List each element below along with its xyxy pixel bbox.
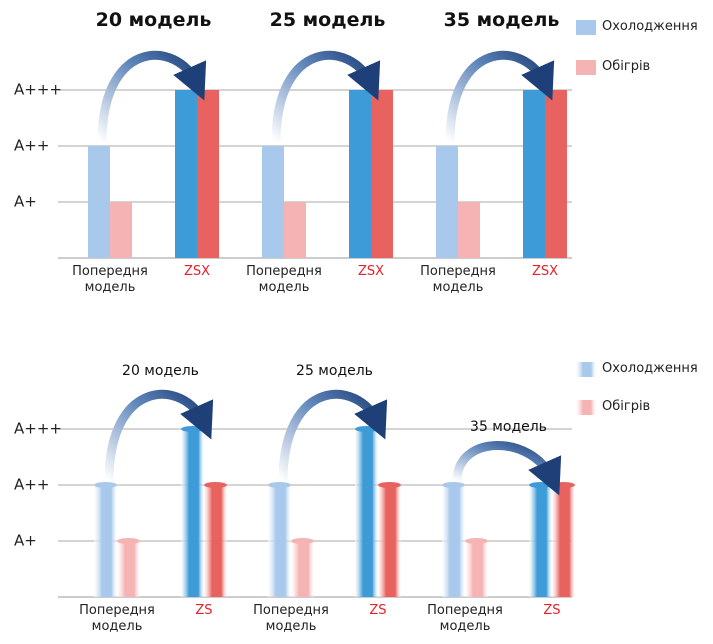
bar — [442, 485, 465, 597]
bar — [110, 202, 132, 258]
bar-cap — [529, 482, 552, 488]
x-tick-label: ZS — [369, 603, 387, 618]
bar-cap — [94, 482, 117, 488]
bar — [284, 202, 306, 258]
y-tick-label: A+++ — [14, 420, 62, 438]
group-label: 35 модель — [470, 419, 547, 435]
group-arrow — [452, 441, 562, 496]
group-arrow — [445, 50, 555, 143]
bar — [545, 90, 567, 258]
group-arrow — [271, 50, 381, 143]
bar — [88, 146, 110, 258]
bar-cap — [291, 538, 314, 544]
bar — [197, 90, 219, 258]
bar — [181, 429, 204, 597]
x-tick-label: Попередня модель — [420, 264, 496, 296]
bar — [436, 146, 458, 258]
bar — [175, 90, 197, 258]
x-tick-label: ZSX — [531, 264, 559, 279]
legend-label: Охолодження — [602, 19, 698, 34]
x-tick-label: Попередня модель — [72, 264, 148, 296]
bar — [117, 541, 140, 597]
group-label: 20 модель — [95, 9, 212, 31]
bar-cap — [204, 482, 227, 488]
bar-cap — [465, 538, 488, 544]
bar — [262, 146, 284, 258]
y-tick-label: A+ — [14, 193, 37, 211]
x-tick-label: ZS — [543, 603, 561, 618]
bar — [371, 90, 393, 258]
group-label: 20 модель — [122, 363, 199, 379]
y-tick-label: A+ — [14, 532, 37, 550]
group-label: 35 модель — [443, 9, 560, 31]
bar-cap — [181, 426, 204, 432]
x-tick-label: ZS — [195, 603, 213, 618]
bar — [349, 90, 371, 258]
x-tick-label: ZSX — [357, 264, 385, 279]
group-arrow — [278, 389, 388, 482]
bar — [523, 90, 545, 258]
y-tick-label: A++ — [14, 476, 49, 494]
bar — [291, 541, 314, 597]
legend-swatch — [576, 362, 596, 377]
legend-swatch — [576, 20, 596, 35]
bar-cap — [117, 538, 140, 544]
legend-label: Обігрів — [602, 399, 651, 414]
y-tick-label: A+++ — [14, 81, 62, 99]
y-tick-label: A++ — [14, 137, 49, 155]
bar — [529, 485, 552, 597]
bar — [465, 541, 488, 597]
legend-label: Обігрів — [602, 59, 651, 74]
group-label: 25 модель — [269, 9, 386, 31]
bar-cap — [442, 482, 465, 488]
bar — [204, 485, 227, 597]
legend-swatch — [576, 60, 596, 75]
group-arrow — [104, 389, 214, 482]
group-label: 25 модель — [296, 363, 373, 379]
bar-cap — [378, 482, 401, 488]
bar — [355, 429, 378, 597]
x-tick-label: Попередня модель — [427, 603, 503, 635]
bar — [268, 485, 291, 597]
legend-swatch — [576, 400, 596, 415]
bar-cap — [355, 426, 378, 432]
bar-cap — [552, 482, 575, 488]
group-arrow — [97, 50, 207, 143]
bar — [94, 485, 117, 597]
x-tick-label: ZSX — [183, 264, 211, 279]
bar — [552, 485, 575, 597]
legend-label: Охолодження — [602, 361, 698, 376]
bar-cap — [268, 482, 291, 488]
bar — [458, 202, 480, 258]
x-tick-label: Попередня модель — [246, 264, 322, 296]
x-tick-label: Попередня модель — [253, 603, 329, 635]
x-tick-label: Попередня модель — [79, 603, 155, 635]
bar — [378, 485, 401, 597]
